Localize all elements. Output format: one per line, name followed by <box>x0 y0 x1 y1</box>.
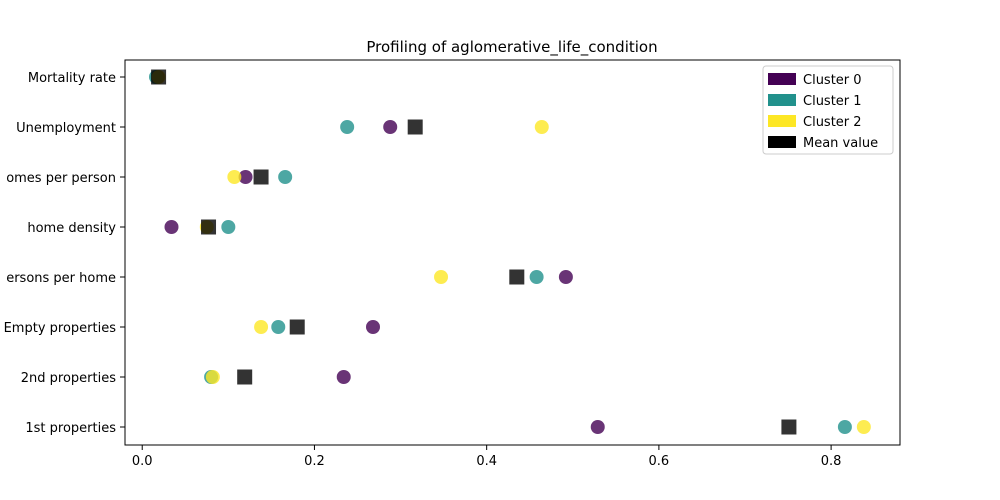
cluster-2-point <box>205 370 220 384</box>
cluster-2-point <box>254 320 269 334</box>
x-tick-label: 0.2 <box>304 454 325 469</box>
mean-value-marker <box>781 419 797 435</box>
cluster-2-point <box>856 420 871 434</box>
plot-marks <box>149 69 871 435</box>
y-tick-label: 1st properties <box>25 421 116 436</box>
legend-label: Cluster 2 <box>803 115 862 130</box>
cluster-0-point <box>336 370 351 384</box>
cluster-1-point <box>529 270 544 284</box>
legend-label: Cluster 1 <box>803 94 862 109</box>
chart-title: Profiling of aglomerative_life_condition <box>366 38 657 57</box>
axes: Mortality rate Unemployment omes per perso… <box>4 71 842 469</box>
legend-label: Cluster 0 <box>803 73 862 88</box>
cluster-1-point <box>271 320 286 334</box>
legend: Cluster 0 Cluster 1 Cluster 2 Mean value <box>762 65 894 155</box>
legend-swatch <box>768 73 796 85</box>
cluster-1-point <box>278 170 293 184</box>
cluster-0-point <box>590 420 605 434</box>
y-tick-label: Unemployment <box>16 121 116 136</box>
mean-value-marker <box>509 269 525 285</box>
cluster-0-point <box>383 120 398 134</box>
mean-value-marker <box>237 369 253 385</box>
cluster-0-point <box>164 220 179 234</box>
x-tick-label: 0.4 <box>476 454 497 469</box>
legend-frame <box>762 65 894 155</box>
cluster-2-point <box>434 270 449 284</box>
cluster-0-point <box>238 170 253 184</box>
x-tick-label: 0.8 <box>821 454 842 469</box>
y-tick-label: Mortality rate <box>28 71 116 86</box>
mean-value-marker <box>289 319 305 335</box>
cluster-1-point <box>837 420 852 434</box>
y-tick-label: omes per person <box>6 171 116 186</box>
mean-value-marker <box>407 119 423 135</box>
cluster-1-point <box>221 220 236 234</box>
cluster-0-point <box>366 320 380 334</box>
plot-area-frame <box>124 59 901 446</box>
x-tick-label: 0.6 <box>649 454 670 469</box>
cluster-2-point <box>227 170 242 184</box>
legend-swatch <box>768 136 796 148</box>
y-tick-label: 2nd properties <box>21 371 116 386</box>
mean-value-marker <box>253 169 269 185</box>
mean-value-marker <box>201 219 217 235</box>
legend-label: Mean value <box>803 136 878 151</box>
y-tick-label: Empty properties <box>4 321 117 336</box>
cluster-0-point <box>558 270 573 284</box>
legend-swatch <box>768 115 796 127</box>
legend-swatch <box>768 94 796 106</box>
y-tick-label: home density <box>27 221 116 236</box>
x-tick-label: 0.0 <box>132 454 153 469</box>
cluster-2-point <box>534 120 549 134</box>
mean-value-marker <box>151 69 167 85</box>
cluster-1-point <box>340 120 355 134</box>
y-tick-label: ersons per home <box>6 271 116 286</box>
